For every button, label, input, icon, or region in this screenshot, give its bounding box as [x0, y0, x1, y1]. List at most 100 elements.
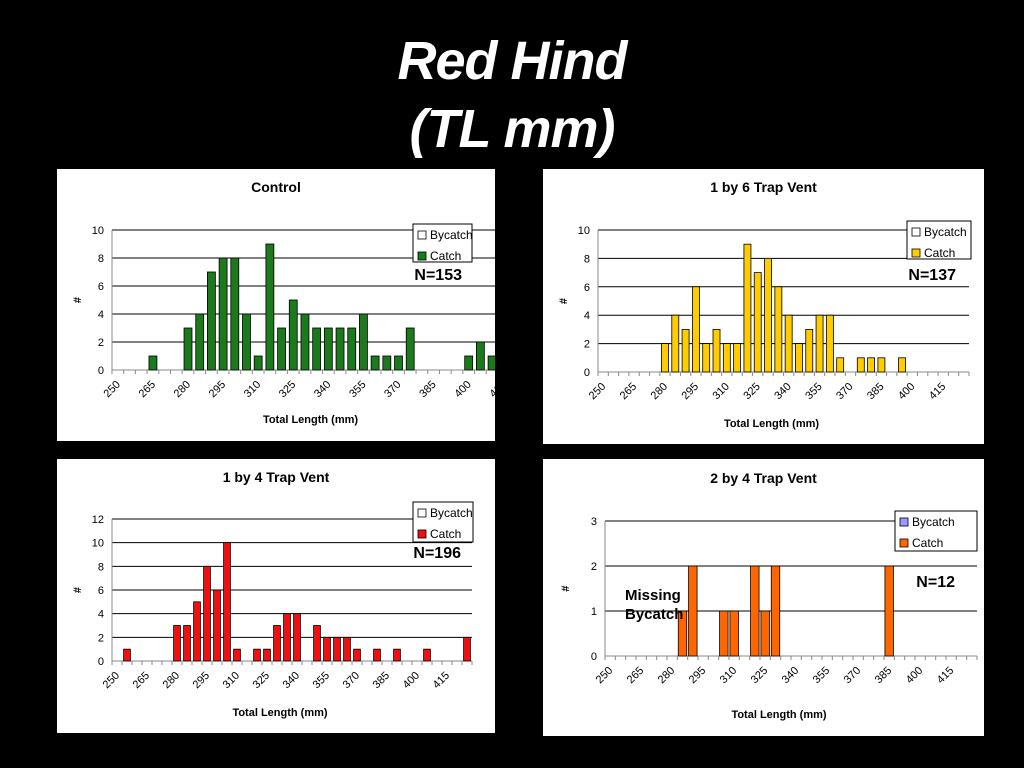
bar-catch-365 [382, 355, 392, 371]
x-tick-label: 385 [417, 379, 438, 400]
bar-catch-425 [463, 636, 471, 662]
legend-label-catch: Catch [430, 249, 461, 263]
x-tick-label: 385 [873, 665, 894, 686]
legend-swatch-catch [911, 248, 921, 258]
y-tick-label: 4 [98, 609, 104, 621]
y-tick-label: 8 [98, 253, 104, 265]
bar-catch-340 [293, 613, 301, 662]
bar-catch-290 [688, 565, 698, 657]
x-tick-label: 250 [101, 670, 122, 691]
y-tick-label: 4 [584, 310, 590, 322]
bar-catch-390 [393, 648, 401, 662]
bar-catch-355 [323, 636, 331, 662]
y-tick-label: 0 [591, 651, 597, 663]
x-tick-label: 325 [251, 670, 272, 691]
y-tick-label: 2 [98, 337, 104, 349]
x-tick-label: 340 [281, 670, 302, 691]
x-axis-label: Total Length (mm) [724, 418, 819, 430]
bar-catch-370 [353, 648, 361, 662]
bar-catch-310 [722, 343, 731, 373]
y-tick-label: 12 [92, 514, 104, 526]
bar-catch-325 [753, 272, 762, 373]
legend-label-bycatch: Bycatch [430, 228, 473, 242]
x-tick-label: 250 [102, 379, 123, 400]
x-tick-label: 310 [242, 379, 263, 400]
x-axis-label: Total Length (mm) [232, 707, 327, 719]
legend-label-catch: Catch [924, 246, 955, 260]
bar-catch-285 [677, 610, 688, 657]
x-tick-label: 265 [131, 670, 152, 691]
y-tick-label: 1 [591, 606, 597, 618]
x-tick-label: 415 [927, 381, 948, 402]
x-tick-label: 400 [401, 670, 422, 691]
bar-catch-305 [242, 313, 251, 371]
x-tick-label: 370 [382, 379, 403, 400]
legend-swatch-catch [417, 251, 427, 261]
legend-swatch-catch [417, 529, 427, 539]
missing-bycatch-note: Missing Bycatch [625, 587, 683, 623]
bar-catch-385 [877, 357, 886, 373]
bar-catch-280 [661, 343, 669, 373]
x-tick-label: 280 [649, 381, 670, 402]
bar-catch-255 [123, 648, 131, 662]
bar-catch-285 [195, 313, 205, 371]
bar-catch-355 [359, 313, 368, 371]
x-tick-label: 280 [172, 379, 193, 400]
bar-catch-375 [405, 327, 415, 371]
bar-catch-335 [283, 613, 291, 662]
bar-catch-285 [671, 314, 680, 373]
x-tick-label: 370 [341, 670, 362, 691]
chart-panel-1by4-trap-vent: 1 by 4 Trap Vent 0 2 4 6 8 10 12 250 265 280 295 310… [57, 459, 495, 733]
x-tick-label: 265 [137, 379, 158, 400]
legend-swatch-bycatch [899, 517, 909, 527]
chart-title: 1 by 4 Trap Vent [223, 469, 330, 485]
bar-catch-290 [681, 328, 690, 373]
slide-title-line-2: (TL mm) [409, 99, 616, 159]
bar-catch-405 [475, 341, 485, 371]
slide-title-line-1: Red Hind [397, 31, 628, 91]
bar-catch-330 [273, 625, 281, 662]
bar-catch-360 [370, 355, 380, 371]
bar-catch-400 [464, 355, 474, 371]
x-axis-label: Total Length (mm) [731, 709, 826, 721]
y-tick-label: 6 [98, 585, 104, 597]
sample-size-annotation: N=12 [916, 574, 955, 591]
bar-catch-355 [815, 314, 824, 373]
legend-label-bycatch: Bycatch [912, 515, 955, 529]
bar-catch-405 [423, 648, 431, 662]
bar-catch-295 [203, 565, 211, 662]
chart-panel-1by6-trap-vent: 1 by 6 Trap Vent 0 2 4 6 8 10 250 265 280 295 310 32… [543, 169, 984, 444]
y-tick-label: 0 [584, 367, 590, 379]
x-tick-label: 340 [780, 665, 801, 686]
chart-title: 2 by 4 Trap Vent [710, 470, 817, 486]
x-tick-label: 340 [772, 381, 793, 402]
chart-title: 1 by 6 Trap Vent [710, 179, 817, 195]
y-tick-label: 2 [98, 632, 104, 644]
y-tick-label: 2 [591, 561, 597, 573]
bar-catch-360 [825, 314, 834, 373]
x-tick-label: 355 [803, 381, 824, 402]
y-tick-label: 3 [591, 516, 597, 528]
bar-catch-335 [774, 286, 783, 373]
bar-catch-375 [856, 357, 865, 373]
x-tick-label: 355 [347, 379, 368, 400]
legend-swatch-bycatch [417, 230, 427, 240]
x-tick-label: 340 [312, 379, 333, 400]
bar-catch-410 [487, 355, 495, 371]
x-tick-label: 400 [452, 379, 473, 400]
bar-catch-350 [805, 328, 814, 373]
bar-catch-370 [394, 355, 403, 371]
x-tick-label: 295 [191, 670, 212, 691]
bar-catch-295 [691, 286, 700, 373]
bar-catch-330 [764, 258, 772, 373]
bar-catch-325 [288, 299, 298, 371]
legend-swatch-bycatch [911, 227, 921, 237]
x-tick-label: 310 [710, 381, 731, 402]
legend-swatch-bycatch [417, 508, 427, 518]
bar-catch-345 [795, 343, 803, 373]
sample-size-annotation: N=137 [908, 267, 956, 284]
bar-catch-300 [702, 343, 711, 373]
chart-svg-control: Control 0 2 4 6 8 10 250 265 280 295 310 325 340 355 37… [72, 179, 495, 426]
x-tick-label: 400 [896, 381, 917, 402]
x-tick-label: 355 [811, 665, 832, 686]
